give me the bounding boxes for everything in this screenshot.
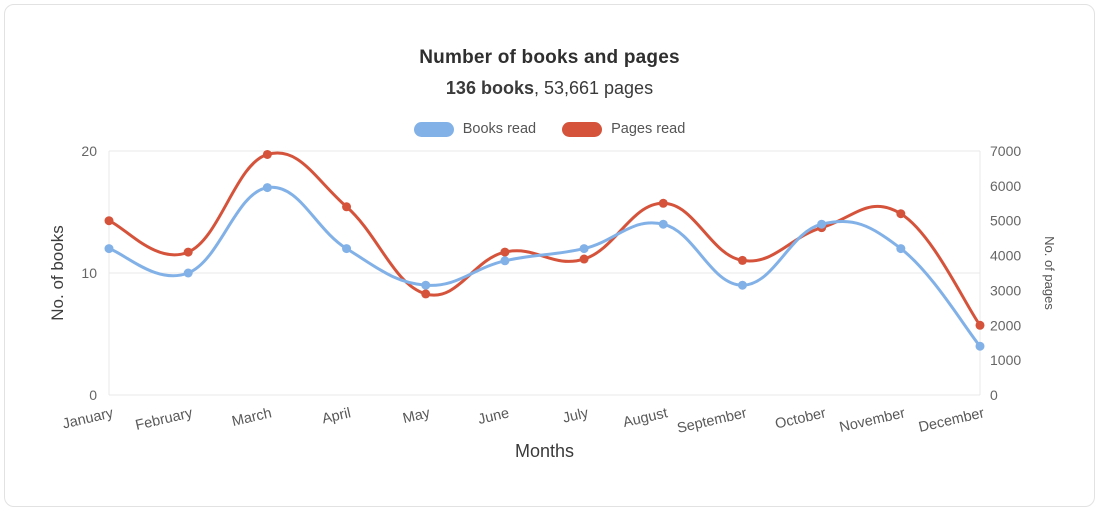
data-point-pages-august[interactable] [659, 199, 668, 208]
chart-card: Number of books and pages 136 books, 53,… [4, 4, 1095, 507]
series-line-books-read [109, 187, 980, 346]
x-axis-label: September [676, 405, 749, 437]
data-point-books-july[interactable] [580, 244, 589, 253]
left-axis-tick-label: 0 [89, 387, 97, 403]
right-axis-title: No. of pages [1042, 236, 1057, 310]
right-axis-tick-label: 5000 [990, 213, 1021, 229]
right-axis-tick-label: 6000 [990, 178, 1021, 194]
data-point-pages-june[interactable] [500, 248, 509, 257]
data-point-books-january[interactable] [105, 244, 114, 253]
data-point-books-december[interactable] [976, 342, 985, 351]
left-axis-tick-label: 20 [81, 143, 97, 159]
data-point-books-october[interactable] [817, 220, 826, 229]
left-axis-title: No. of books [48, 225, 67, 320]
data-point-pages-may[interactable] [421, 289, 430, 298]
x-axis-label: October [774, 405, 828, 432]
right-axis-tick-label: 7000 [990, 143, 1021, 159]
x-axis-label: February [134, 405, 195, 434]
data-point-books-august[interactable] [659, 220, 668, 229]
data-point-pages-september[interactable] [738, 256, 747, 265]
right-axis-tick-label: 2000 [990, 317, 1021, 333]
chart-canvas: 0 10 20 0 1000 2000 3000 4000 5000 6000 7000 Januar… [5, 5, 1099, 516]
data-point-books-may[interactable] [421, 281, 430, 290]
x-axis-label: August [622, 405, 670, 431]
right-axis-tick-label: 4000 [990, 248, 1021, 264]
x-axis-label: April [321, 405, 353, 427]
right-axis-tick-label: 3000 [990, 282, 1021, 298]
data-point-pages-february[interactable] [184, 248, 193, 257]
data-point-pages-january[interactable] [105, 216, 114, 225]
data-point-books-june[interactable] [500, 256, 509, 265]
data-point-pages-july[interactable] [580, 255, 589, 264]
data-point-pages-april[interactable] [342, 202, 351, 211]
x-axis-label: January [61, 405, 116, 432]
x-axis-label: March [230, 405, 273, 430]
data-point-pages-december[interactable] [976, 321, 985, 330]
data-point-pages-november[interactable] [896, 209, 905, 218]
data-point-books-march[interactable] [263, 183, 272, 192]
data-point-books-april[interactable] [342, 244, 351, 253]
x-axis-title: Months [515, 441, 574, 461]
x-axis-label: November [838, 405, 907, 436]
left-axis-tick-label: 10 [81, 265, 97, 281]
x-axis-label: July [561, 405, 590, 427]
x-axis-label: June [477, 405, 511, 428]
data-point-books-november[interactable] [896, 244, 905, 253]
series-line-pages-read [109, 153, 980, 325]
data-point-books-february[interactable] [184, 269, 193, 278]
right-axis-tick-label: 0 [990, 387, 998, 403]
right-axis-tick-label: 1000 [990, 352, 1021, 368]
x-axis-label: December [917, 405, 986, 436]
data-point-books-september[interactable] [738, 281, 747, 290]
x-axis-label: May [401, 405, 432, 427]
data-point-pages-march[interactable] [263, 150, 272, 159]
